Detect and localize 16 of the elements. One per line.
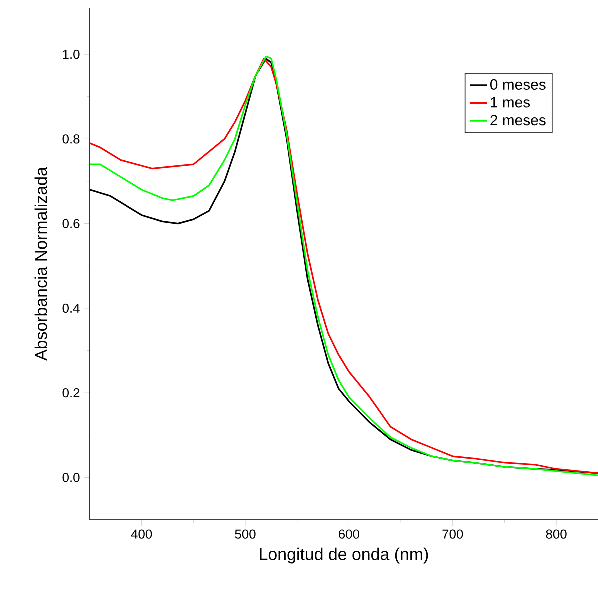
y-tick-label: 0.0: [62, 473, 80, 482]
y-axis-title: Absorbancia Normalizada: [34, 167, 48, 361]
y-tick-label: 0.2: [62, 388, 80, 398]
y-tick-label: 1.0: [63, 50, 80, 60]
x-tick-label: 600: [339, 530, 360, 539]
legend-label: 2 meses: [490, 115, 546, 126]
legend-label: 0 meses: [490, 79, 546, 90]
x-tick-label: 400: [131, 530, 152, 539]
y-tick-label: 0.4: [62, 304, 80, 314]
y-tick-label: 0.8: [62, 134, 80, 144]
x-tick-label: 500: [235, 530, 256, 539]
y-tick-label: 0.6: [62, 219, 80, 228]
x-axis-title: Longitud de onda (nm): [260, 548, 428, 564]
x-tick-label: 700: [442, 530, 464, 539]
legend-label: 1 mes: [491, 97, 530, 108]
x-tick-label: 800: [546, 530, 567, 539]
